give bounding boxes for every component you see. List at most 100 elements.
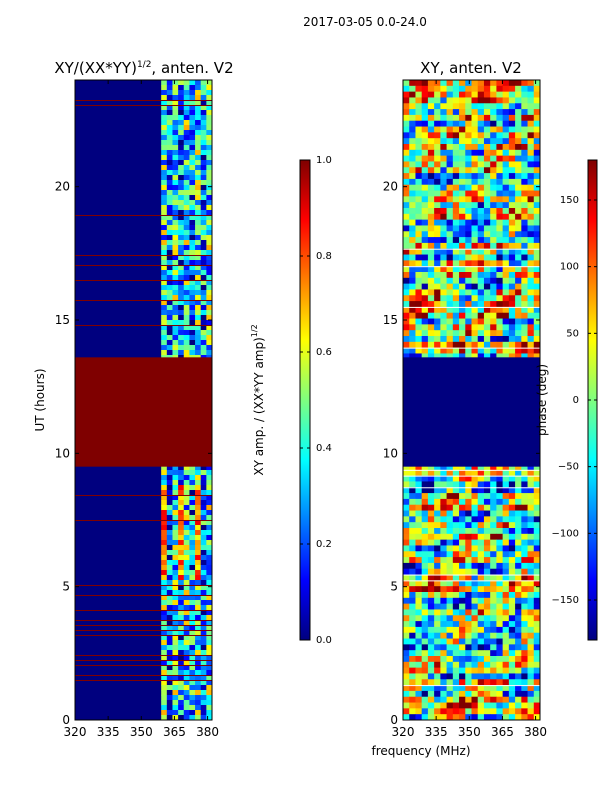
heatmap-cell xyxy=(452,225,460,232)
heatmap-cell xyxy=(166,105,173,111)
heatmap-cell xyxy=(183,525,190,531)
heatmap-cell xyxy=(459,231,466,238)
heatmap-cell xyxy=(189,150,196,156)
heatmap-cell xyxy=(166,200,173,206)
heatmap-cell xyxy=(195,255,202,261)
heatmap-cell xyxy=(477,661,485,669)
heatmap-cell xyxy=(421,295,429,302)
heatmap-cell xyxy=(465,277,472,285)
heatmap-cell xyxy=(446,667,454,674)
heatmap-cell xyxy=(508,208,516,215)
heatmap-cell xyxy=(483,539,491,546)
heatmap-cell xyxy=(515,155,522,162)
heatmap-cell xyxy=(440,644,447,651)
heatmap-cell xyxy=(452,109,460,116)
heatmap-cell xyxy=(490,586,497,593)
heatmap-cell xyxy=(527,528,535,535)
heatmap-cell xyxy=(459,650,466,657)
heatmap-cell xyxy=(434,690,441,698)
heatmap-cell xyxy=(440,225,447,232)
heatmap-cell xyxy=(166,535,173,541)
heatmap-cell xyxy=(415,708,423,715)
heatmap-cell xyxy=(446,91,454,98)
x-tick-label: 365 xyxy=(163,725,186,739)
heatmap-cell xyxy=(483,306,491,314)
heatmap-cell xyxy=(166,485,173,491)
heatmap-cell xyxy=(195,110,202,116)
heatmap-cell xyxy=(533,260,540,267)
heatmap-cell xyxy=(483,114,491,122)
heatmap-cell xyxy=(172,595,179,601)
heatmap-cell xyxy=(508,283,516,290)
heatmap-cell xyxy=(178,150,185,156)
heatmap-cell xyxy=(178,690,185,696)
heatmap-cell xyxy=(490,539,497,546)
heatmap-cell xyxy=(166,300,173,306)
heatmap-cell xyxy=(459,85,466,93)
heatmap-cell xyxy=(477,173,485,180)
heatmap-cell xyxy=(483,237,491,244)
heatmap-cell xyxy=(200,490,207,496)
heatmap-cell xyxy=(477,469,485,477)
heatmap-cell xyxy=(483,138,491,145)
heatmap-cell xyxy=(446,103,454,110)
heatmap-cell xyxy=(440,132,447,139)
heatmap-cell xyxy=(471,638,479,645)
heatmap-cell xyxy=(172,140,179,146)
heatmap-cell xyxy=(183,315,190,321)
heatmap-cell xyxy=(421,272,429,279)
heatmap-cell xyxy=(490,487,497,494)
heatmap-cell xyxy=(477,155,485,162)
heatmap-cell xyxy=(200,350,207,356)
heatmap-cell xyxy=(415,347,423,354)
heatmap-cell xyxy=(521,161,528,168)
heatmap-cell xyxy=(446,138,454,145)
heatmap-cell xyxy=(446,237,454,244)
heatmap-cell xyxy=(502,626,510,634)
heatmap-cell xyxy=(200,170,207,176)
heatmap-cell xyxy=(502,510,510,517)
heatmap-cell xyxy=(434,173,441,180)
heatmap-cell xyxy=(471,650,479,657)
heatmap-cell xyxy=(533,295,540,302)
heatmap-cell xyxy=(403,324,410,331)
heatmap-cell xyxy=(178,710,185,716)
heatmap-cell xyxy=(502,545,510,552)
heatmap-cell xyxy=(508,592,516,599)
heatmap-cell xyxy=(206,650,212,656)
heatmap-cell xyxy=(483,272,491,279)
heatmap-cell xyxy=(183,660,190,666)
heatmap-cell xyxy=(508,126,516,133)
heatmap-cell xyxy=(189,280,196,286)
heatmap-cell xyxy=(459,504,466,511)
heatmap-cell xyxy=(415,597,423,605)
heatmap-cell xyxy=(172,600,179,606)
heatmap-cell xyxy=(483,196,491,203)
heatmap-cell xyxy=(527,679,535,686)
heatmap-cell xyxy=(161,510,168,516)
heatmap-cell xyxy=(409,301,416,308)
heatmap-cell xyxy=(471,632,479,639)
heatmap-cell xyxy=(483,202,491,209)
heatmap-cell xyxy=(206,200,212,206)
heatmap-cell xyxy=(471,132,479,139)
heatmap-cell xyxy=(172,185,179,191)
y-tick-label: 20 xyxy=(383,180,398,194)
heatmap-cell xyxy=(502,149,510,157)
heatmap-cell xyxy=(440,155,447,162)
heatmap-cell xyxy=(471,522,479,529)
heatmap-cell xyxy=(465,679,472,686)
heatmap-cell xyxy=(415,696,423,703)
heatmap-cell xyxy=(496,533,504,541)
heatmap-cell xyxy=(409,196,416,203)
flagged-time-line xyxy=(75,660,212,661)
heatmap-cell xyxy=(172,235,179,241)
heatmap-cell xyxy=(440,173,447,180)
heatmap-cell xyxy=(465,661,472,669)
heatmap-cell xyxy=(403,336,410,343)
heatmap-cell xyxy=(508,493,516,500)
heatmap-cell xyxy=(477,126,485,133)
heatmap-cell xyxy=(206,250,212,256)
heatmap-cell xyxy=(490,562,497,570)
heatmap-cell xyxy=(166,530,173,536)
